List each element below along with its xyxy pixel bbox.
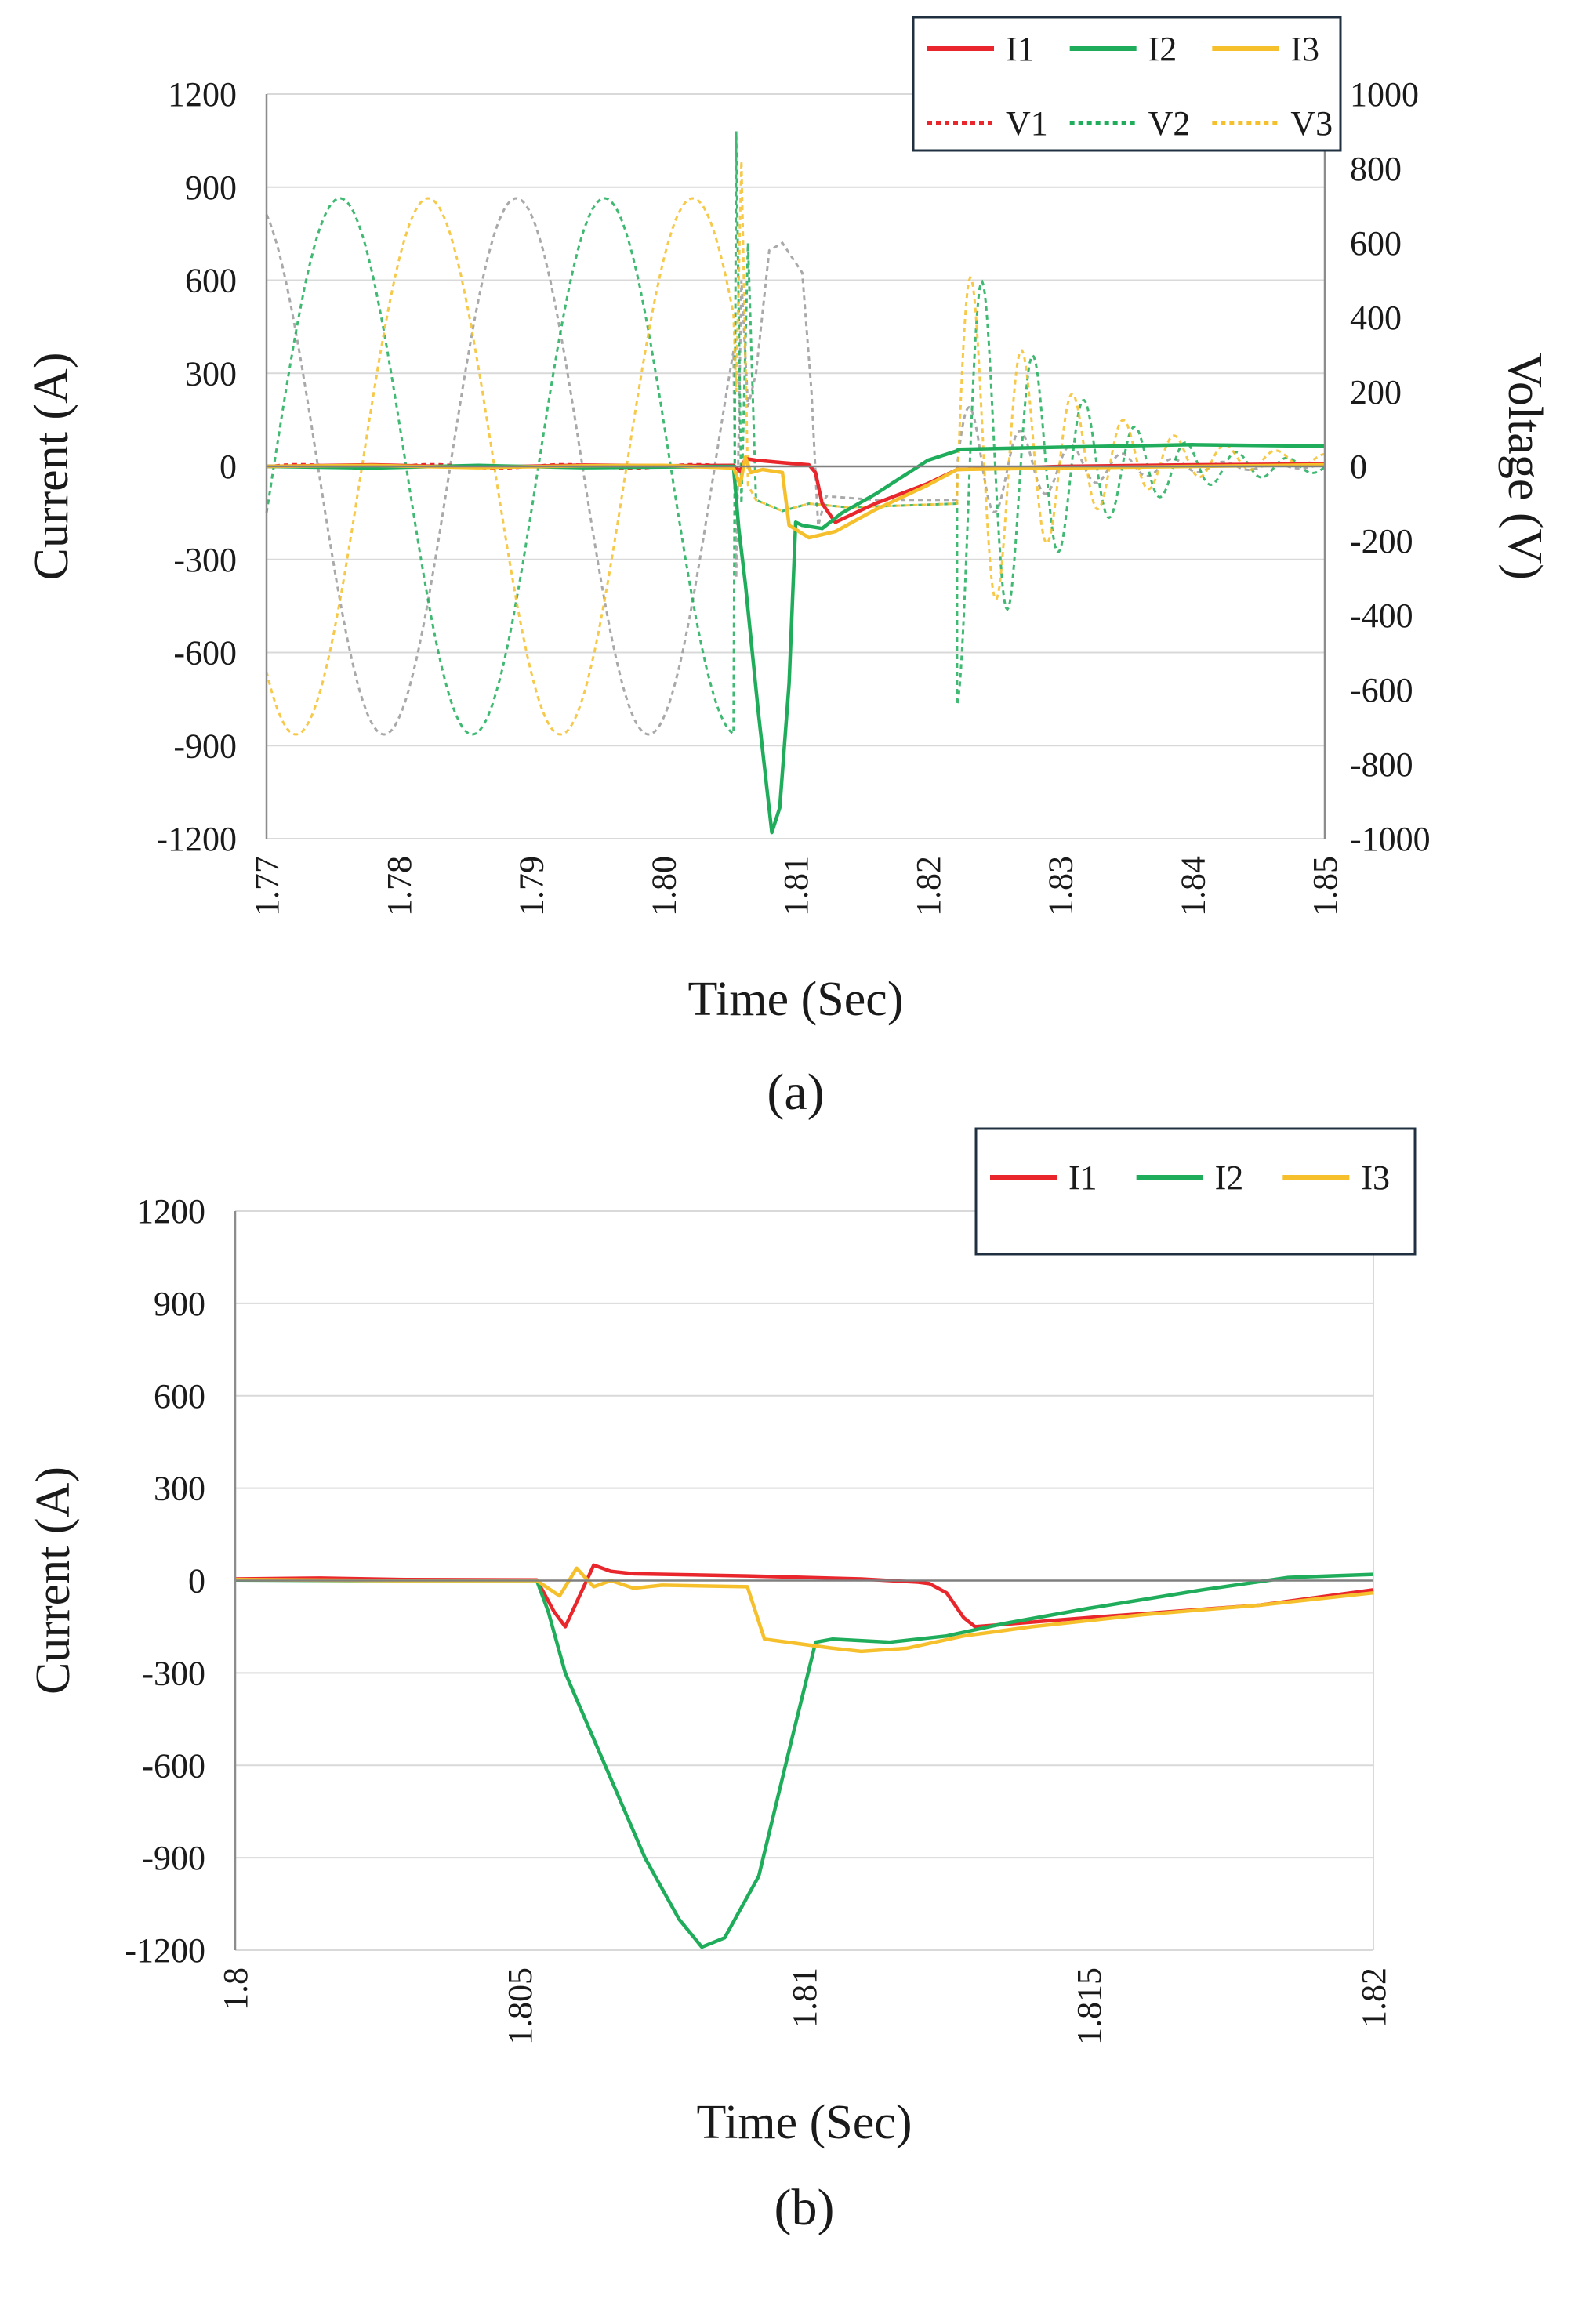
a-legend-box (912, 16, 1342, 152)
b-ytick-label: -1200 (125, 1931, 205, 1970)
a-voltage-wave-v3 (265, 161, 1326, 736)
a-xtick-label: 1.77 (248, 856, 286, 916)
b-legend-box (974, 1127, 1417, 1256)
a-xtick-label: 1.84 (1174, 856, 1212, 916)
a-legend-label-i2: I2 (1148, 30, 1177, 68)
a-ytick-label: -300 (173, 541, 237, 579)
b-xtick-label: 1.805 (501, 1967, 539, 2045)
a-y2tick-label: -800 (1350, 745, 1413, 784)
a-ytick-label: 0 (219, 448, 237, 486)
b-legend-label-i3: I3 (1361, 1158, 1390, 1197)
a-y2-axis-title: Voltage (V) (1498, 353, 1551, 580)
a-y2tick-label: 200 (1350, 373, 1402, 412)
a-y-axis-title: Current (A) (25, 353, 78, 581)
a-legend-label-v1: V1 (1006, 104, 1048, 143)
b-axes (234, 1211, 1373, 1950)
a-legend-label-i1: I1 (1006, 30, 1035, 68)
b-ytick-label: -600 (142, 1746, 205, 1785)
a-ytick-label: 1200 (168, 75, 237, 114)
a-ytick-label: -900 (173, 727, 237, 765)
b-ytick-label: -300 (142, 1654, 205, 1692)
a-gridlines (267, 93, 1325, 839)
a-y2tick-label: 400 (1350, 299, 1402, 337)
b-ytick-label: 600 (154, 1377, 205, 1416)
b-xtick-label: 1.815 (1070, 1967, 1108, 2045)
b-xtick-label: 1.81 (785, 1967, 824, 2028)
a-xtick-label: 1.81 (777, 856, 815, 916)
a-xtick-label: 1.79 (513, 856, 551, 916)
a-ytick-label: 900 (185, 169, 237, 207)
b-ytick-label: 0 (188, 1562, 205, 1601)
b-legend-label-i2: I2 (1215, 1158, 1244, 1197)
a-ytick-label: -600 (173, 634, 237, 673)
b-series-i2 (234, 1572, 1374, 1949)
a-axes (265, 94, 1326, 839)
a-ytick-label: 300 (185, 354, 237, 393)
b-caption: (b) (774, 2179, 835, 2236)
a-ytick-label: 600 (185, 262, 237, 300)
a-xtick-label: 1.83 (1042, 856, 1080, 916)
b-ytick-label: 900 (154, 1285, 205, 1323)
b-x-axis-title: Time (Sec) (697, 2096, 912, 2149)
a-y2tick-label: 0 (1350, 448, 1367, 486)
panel-b: 1200 900 600 300 0 -300 -600 -900 -1200 1.8 1.805 1… (27, 1127, 1417, 2236)
b-ytick-label: 1200 (136, 1192, 205, 1231)
a-xtick-label: 1.85 (1306, 856, 1344, 916)
a-ytick-label: -1200 (156, 820, 237, 858)
b-y-axis-title: Current (A) (27, 1467, 80, 1695)
b-xtick-label: 1.8 (216, 1967, 255, 2010)
panel-a: 1200 900 600 300 0 -300 -600 -900 -1200 1.77 1.78 1… (25, 16, 1551, 1121)
a-y2tick-label: -600 (1350, 671, 1413, 709)
a-legend-label-v3: V3 (1290, 104, 1333, 143)
b-ticks: 1200 900 600 300 0 -300 -600 -900 -1200 1.8 1.805 1… (125, 1192, 1393, 2045)
a-y2tick-label: 600 (1350, 224, 1402, 263)
a-y2tick-label: 1000 (1350, 75, 1419, 114)
a-titles: Current (A) Time (Sec) (a) Voltage (V) (25, 353, 1551, 1121)
a-caption: (a) (767, 1064, 824, 1121)
a-y2tick-label: -1000 (1350, 820, 1431, 858)
b-series-i3 (234, 1566, 1374, 1654)
a-xtick-label: 1.82 (909, 856, 948, 916)
a-xtick-label: 1.80 (644, 856, 683, 916)
a-xtick-label: 1.78 (380, 856, 419, 916)
b-xtick-label: 1.82 (1355, 1967, 1393, 2028)
b-ytick-label: -900 (142, 1839, 205, 1877)
b-titles: Current (A) Time (Sec) (b) (27, 1467, 912, 2236)
b-ytick-label: 300 (154, 1470, 205, 1508)
b-legend: I1 I2 I3 (974, 1127, 1417, 1256)
a-ticks: 1200 900 600 300 0 -300 -600 -900 -1200 1.77 1.78 1… (156, 75, 1430, 916)
b-legend-label-i1: I1 (1068, 1158, 1097, 1197)
a-legend-label-v2: V2 (1148, 104, 1191, 143)
a-y2tick-label: -400 (1350, 596, 1413, 635)
a-legend-label-i3: I3 (1290, 30, 1319, 68)
b-current-series (234, 1563, 1374, 1949)
a-y2tick-label: 800 (1350, 150, 1402, 188)
a-y2tick-label: -200 (1350, 522, 1413, 560)
a-x-axis-title: Time (Sec) (688, 973, 904, 1026)
a-legend: I1 I2 I3 V1 V2 V3 (912, 16, 1342, 152)
